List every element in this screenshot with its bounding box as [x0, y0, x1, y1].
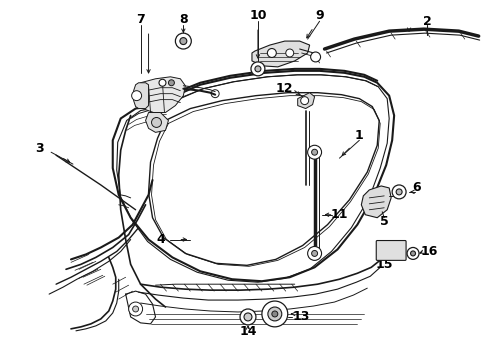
- Text: 3: 3: [35, 142, 43, 155]
- Circle shape: [250, 62, 264, 76]
- Polygon shape: [138, 77, 185, 113]
- Circle shape: [307, 145, 321, 159]
- Circle shape: [254, 66, 261, 72]
- Circle shape: [168, 80, 174, 86]
- Polygon shape: [133, 83, 148, 109]
- FancyBboxPatch shape: [375, 240, 405, 260]
- Polygon shape: [251, 41, 309, 67]
- Circle shape: [300, 96, 308, 105]
- Circle shape: [267, 307, 281, 321]
- Text: 13: 13: [292, 310, 310, 323]
- Circle shape: [285, 49, 293, 57]
- Circle shape: [175, 33, 191, 49]
- Text: 5: 5: [379, 215, 388, 228]
- Circle shape: [406, 247, 418, 260]
- Circle shape: [244, 313, 251, 321]
- Circle shape: [271, 311, 277, 317]
- Polygon shape: [145, 113, 168, 132]
- Text: 8: 8: [179, 13, 187, 26]
- Text: 2: 2: [422, 15, 430, 28]
- Circle shape: [240, 309, 255, 325]
- Circle shape: [410, 251, 415, 256]
- Circle shape: [131, 91, 142, 100]
- Text: 14: 14: [239, 325, 256, 338]
- Text: 16: 16: [419, 245, 437, 258]
- Text: 6: 6: [412, 181, 421, 194]
- Circle shape: [311, 251, 317, 256]
- Circle shape: [267, 49, 276, 58]
- Text: 12: 12: [275, 82, 293, 95]
- Polygon shape: [297, 93, 314, 109]
- Text: 15: 15: [375, 258, 392, 271]
- Circle shape: [310, 52, 320, 62]
- Circle shape: [395, 189, 401, 195]
- Circle shape: [311, 149, 317, 155]
- Circle shape: [307, 247, 321, 260]
- Circle shape: [391, 185, 405, 199]
- Text: 7: 7: [136, 13, 144, 26]
- Circle shape: [151, 117, 161, 127]
- Text: 4: 4: [156, 233, 164, 246]
- Text: 9: 9: [315, 9, 323, 22]
- Text: 11: 11: [330, 208, 347, 221]
- Circle shape: [132, 306, 138, 312]
- Circle shape: [159, 79, 165, 86]
- Circle shape: [128, 302, 142, 316]
- Text: 10: 10: [249, 9, 266, 22]
- Circle shape: [180, 37, 186, 45]
- Polygon shape: [361, 186, 390, 218]
- Text: 1: 1: [354, 129, 363, 142]
- Circle shape: [262, 301, 287, 327]
